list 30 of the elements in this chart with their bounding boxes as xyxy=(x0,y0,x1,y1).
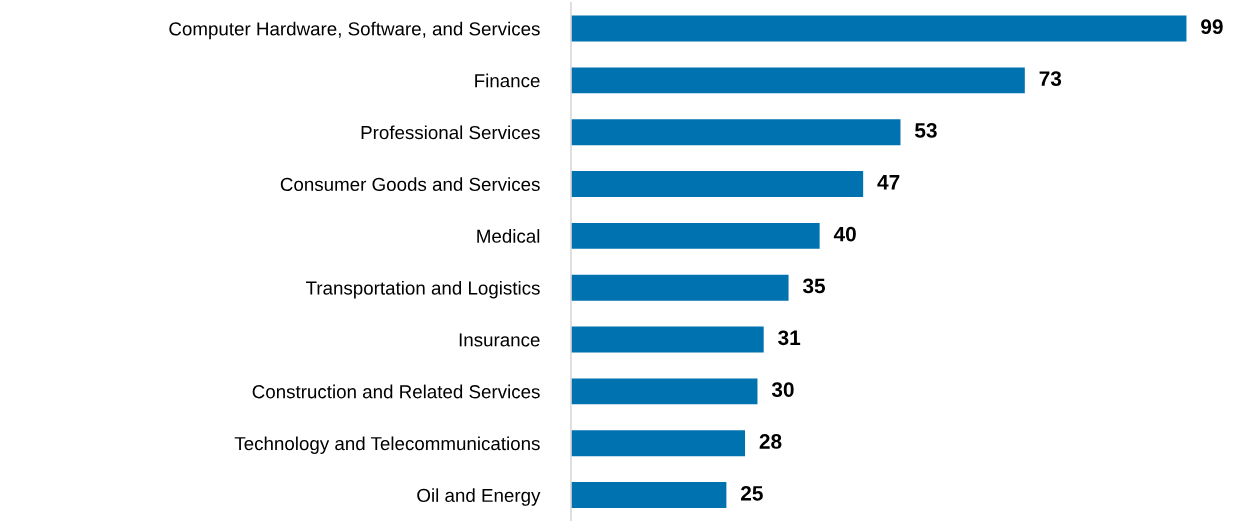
y-tick-label: Oil and Energy xyxy=(417,488,541,506)
y-tick-label: Construction and Related Services xyxy=(252,384,540,399)
data-label: 53 xyxy=(915,123,937,138)
bar xyxy=(570,482,727,509)
data-label: 99 xyxy=(1201,19,1223,35)
data-label: 47 xyxy=(877,175,900,190)
y-tick-label: Finance xyxy=(475,73,540,88)
data-label: 30 xyxy=(771,382,794,398)
bar xyxy=(570,15,1187,42)
y-tick-label: Computer Hardware, Software, and Services xyxy=(169,21,540,40)
y-tick-label: Medical xyxy=(477,229,540,243)
y-tick-label: Technology and Telecommunications xyxy=(234,436,540,454)
data-label: 40 xyxy=(833,226,856,242)
bar xyxy=(570,222,820,249)
data-label: 35 xyxy=(802,278,826,294)
bar xyxy=(570,171,864,197)
y-tick-label: Consumer Goods and Services xyxy=(280,177,540,192)
data-label: 28 xyxy=(759,434,782,449)
y-tick-label: Professional Services xyxy=(361,125,540,140)
data-label: 25 xyxy=(741,485,763,501)
data-label: 73 xyxy=(1039,71,1062,86)
data-label: 31 xyxy=(778,330,801,346)
bar xyxy=(570,430,746,457)
bar xyxy=(570,326,764,353)
y-tick-label: Insurance xyxy=(459,333,540,347)
bar xyxy=(570,274,789,301)
bar xyxy=(570,119,901,146)
y-tick-label: Transportation and Logistics xyxy=(306,280,540,299)
bar xyxy=(570,67,1025,94)
bar xyxy=(570,378,758,405)
